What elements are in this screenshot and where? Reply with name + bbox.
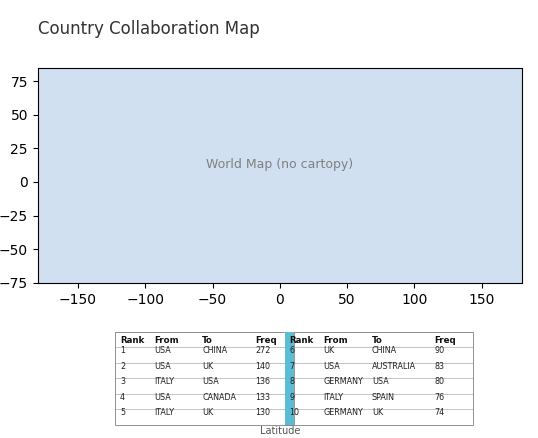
Bar [285, 332, 294, 425]
Text: To: To [202, 336, 213, 345]
Bar [285, 394, 473, 410]
Text: 133: 133 [256, 393, 271, 402]
Text: 2: 2 [120, 362, 125, 371]
Text: UK: UK [202, 408, 214, 417]
Text: SPAIN: SPAIN [372, 393, 395, 402]
Text: 74: 74 [435, 408, 445, 417]
Bar [285, 347, 473, 363]
Bar [115, 363, 294, 378]
Bar [115, 410, 294, 425]
Bar [285, 363, 473, 378]
Text: 9: 9 [289, 393, 295, 402]
Bar [285, 332, 473, 347]
Bar [115, 332, 294, 347]
Text: 272: 272 [256, 346, 271, 355]
Text: UK: UK [323, 346, 335, 355]
Text: 8: 8 [289, 377, 294, 386]
Text: Rank: Rank [120, 336, 144, 345]
Text: UK: UK [202, 362, 214, 371]
Text: World Map (no cartopy): World Map (no cartopy) [206, 159, 353, 171]
Text: 6: 6 [289, 346, 294, 355]
Text: 10: 10 [289, 408, 300, 417]
Text: CHINA: CHINA [202, 346, 228, 355]
Text: CANADA: CANADA [202, 393, 236, 402]
Text: USA: USA [154, 362, 171, 371]
Text: USA: USA [323, 362, 340, 371]
Text: USA: USA [202, 377, 219, 386]
Text: UK: UK [372, 408, 383, 417]
Text: From: From [154, 336, 179, 345]
Text: 80: 80 [435, 377, 445, 386]
Text: 7: 7 [289, 362, 295, 371]
Bar [285, 410, 473, 425]
Bar [115, 378, 294, 394]
Text: 130: 130 [256, 408, 271, 417]
Text: GERMANY: GERMANY [323, 377, 363, 386]
Bar [285, 378, 473, 394]
Text: USA: USA [154, 393, 171, 402]
Text: 3: 3 [120, 377, 125, 386]
Text: 1: 1 [120, 346, 125, 355]
Text: From: From [323, 336, 348, 345]
Text: USA: USA [372, 377, 388, 386]
Text: ITALY: ITALY [154, 377, 174, 386]
Text: Latitude: Latitude [259, 426, 300, 436]
Text: ITALY: ITALY [154, 408, 174, 417]
Text: ITALY: ITALY [323, 393, 343, 402]
Text: 76: 76 [435, 393, 445, 402]
Text: 5: 5 [120, 408, 125, 417]
Text: 4: 4 [120, 393, 125, 402]
Text: USA: USA [154, 346, 171, 355]
Bar [115, 347, 294, 363]
Text: Country Collaboration Map: Country Collaboration Map [38, 20, 259, 38]
Text: Freq: Freq [435, 336, 456, 345]
Text: AUSTRALIA: AUSTRALIA [372, 362, 416, 371]
Text: Freq: Freq [256, 336, 277, 345]
Text: CHINA: CHINA [372, 346, 397, 355]
Text: 90: 90 [435, 346, 445, 355]
Text: 136: 136 [256, 377, 271, 386]
Text: To: To [372, 336, 383, 345]
Text: GERMANY: GERMANY [323, 408, 363, 417]
Bar [115, 394, 294, 410]
Text: Rank: Rank [289, 336, 314, 345]
Text: 83: 83 [435, 362, 445, 371]
Text: 140: 140 [256, 362, 271, 371]
